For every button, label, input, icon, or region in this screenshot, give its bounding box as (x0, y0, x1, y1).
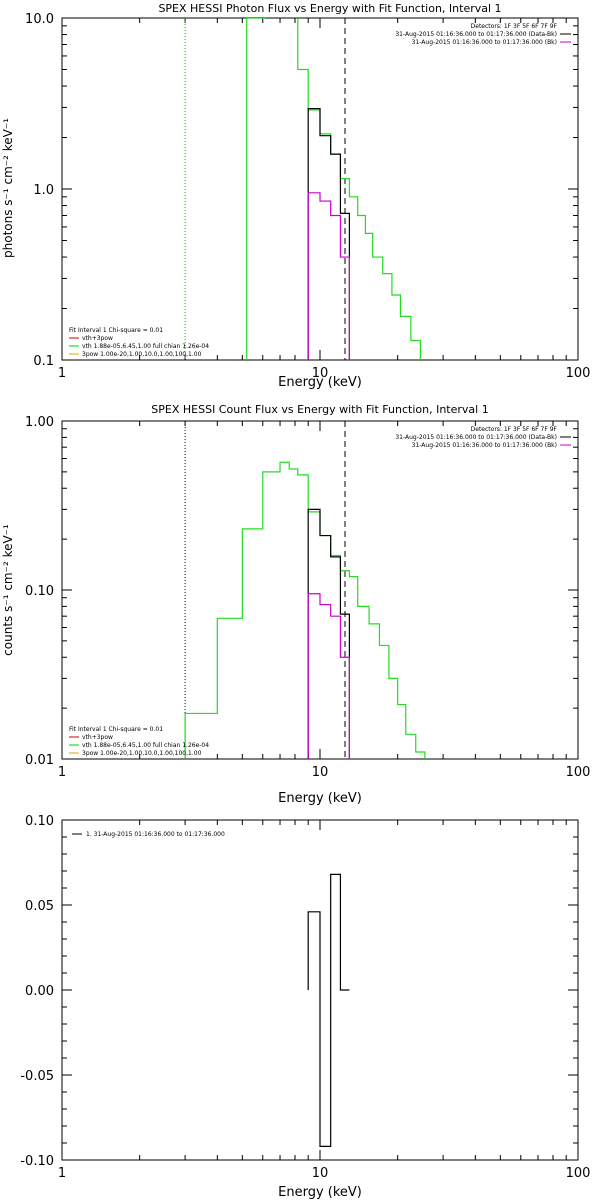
count-legend-tr-0: Detectors: 1F 3F 5F 6F 7F 9F (471, 426, 558, 433)
residual-xtick-label: 100 (566, 1166, 591, 1181)
count-xtick-label: 100 (566, 765, 591, 780)
photon-plot: 1 10 100 0.1 1.0 10.0 Detectors: 1F 3F 5F 6F 7… (25, 12, 591, 381)
photon-legend-tr-0: Detectors: 1F 3F 5F 6F 7F 9F (471, 23, 558, 30)
count-xtick-label: 1 (58, 765, 66, 780)
residual-ytick-label: 0.10 (25, 814, 54, 829)
photon-flux-panel: SPEX HESSI Photon Flux vs Energy with Fi… (1, 2, 590, 390)
count-ytick-label: 0.01 (25, 753, 54, 768)
count-series-0 (184, 461, 426, 759)
residual-panel: Energy (keV) 1 10 100 -0.10 -0.05 0.00 0.05 0.1… (20, 814, 590, 1200)
count-series-2 (307, 593, 350, 759)
photon-xlabel: Energy (keV) (278, 375, 362, 390)
count-series-1 (307, 508, 350, 759)
photon-xtick-label: 1 (58, 366, 66, 381)
count-legend-bl-3: 3pow 1.00e-20,1.00,10.0,1.00,100,1.00 (82, 750, 202, 757)
count-legend-tr-2: 31-Aug-2015 01:16:36.000 to 01:17:36.000… (412, 442, 557, 449)
residual-series-0 (307, 873, 350, 1147)
count-legend-bl-1: vth+3pow (82, 734, 113, 741)
count-flux-panel: SPEX HESSI Count Flux vs Energy with Fit… (1, 403, 590, 806)
residual-ytick-label: -0.10 (20, 1154, 54, 1169)
photon-ytick-label: 0.1 (33, 354, 54, 369)
photon-xtick-label: 100 (566, 366, 591, 381)
photon-series-0 (246, 18, 422, 360)
count-plot: 1 10 100 0.01 0.10 1.00 Detectors: 1F 3F 5F 6F… (25, 415, 590, 780)
count-ylabel: counts s⁻¹ cm⁻² keV⁻¹ (1, 524, 15, 656)
residual-legend-tl-0: 1. 31-Aug-2015 01:16:36.000 to 01:17:36.… (86, 831, 225, 838)
photon-frame (61, 17, 579, 361)
count-frame (61, 420, 579, 760)
photon-series-1 (307, 108, 350, 360)
photon-legend-bl-1: vth+3pow (82, 335, 113, 342)
residual-xtick-label: 1 (58, 1166, 66, 1181)
photon-xtick-label: 10 (312, 366, 329, 381)
residual-xlabel: Energy (keV) (278, 1185, 362, 1200)
photon-ylabel: photons s⁻¹ cm⁻² keV⁻¹ (1, 118, 15, 258)
count-legend-bl-2: vth 1.88e-05,6.45,1.00 full chian 1.26e-… (82, 742, 209, 749)
photon-ytick-label: 1.0 (33, 183, 54, 198)
count-title: SPEX HESSI Count Flux vs Energy with Fit… (151, 403, 488, 416)
photon-legend-bl-2: vth 1.88e-05,6.45,1.00 full chian 1.26e-… (82, 343, 209, 350)
count-legend-bl-0: Fit Interval 1 Chi-square = 0.01 (69, 726, 163, 733)
photon-legend-tr-2: 31-Aug-2015 01:16:36.000 to 01:17:36.000… (412, 39, 557, 46)
residual-plot: 1 10 100 -0.10 -0.05 0.00 0.05 0.10 1. 31-Aug-20… (20, 814, 590, 1181)
photon-ytick-label: 10.0 (25, 12, 54, 27)
residual-ytick-label: 0.00 (25, 984, 54, 999)
count-legend-tr-1: 31-Aug-2015 01:16:36.000 to 01:17:36.000… (395, 434, 557, 441)
photon-legend-bl-3: 3pow 1.00e-20,1.00,10.0,1.00,100,1.00 (82, 351, 202, 358)
count-xtick-label: 10 (312, 765, 329, 780)
residual-ytick-label: -0.05 (20, 1069, 54, 1084)
residual-ytick-label: 0.05 (25, 899, 54, 914)
photon-legend-bl-0: Fit Interval 1 Chi-square = 0.01 (69, 327, 163, 334)
count-xlabel: Energy (keV) (278, 791, 362, 806)
residual-xtick-label: 10 (312, 1166, 329, 1181)
count-ytick-label: 1.00 (25, 415, 54, 430)
photon-title: SPEX HESSI Photon Flux vs Energy with Fi… (158, 2, 501, 15)
count-ytick-label: 0.10 (25, 584, 54, 599)
photon-series-2 (307, 192, 350, 360)
photon-legend-tr-1: 31-Aug-2015 01:16:36.000 to 01:17:36.000… (395, 31, 557, 38)
